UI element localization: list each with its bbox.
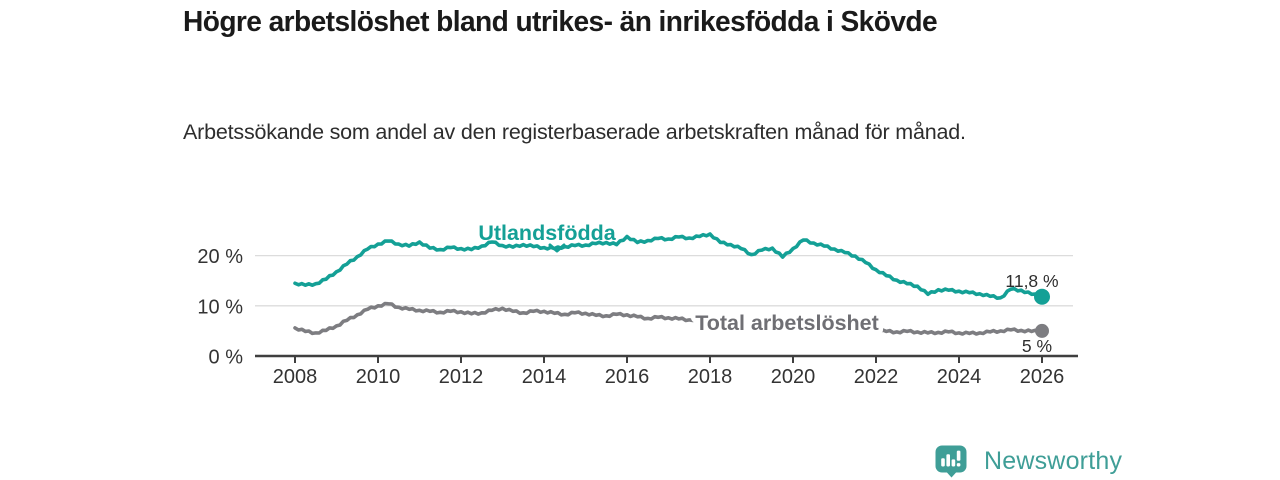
series-end-dot-utlandsfodda — [1034, 288, 1050, 305]
x-tick-label: 2026 — [1020, 366, 1065, 388]
chart-title: Högre arbetslöshet bland utrikes- än inr… — [183, 6, 938, 38]
x-tick-label: 2008 — [273, 366, 318, 388]
newsworthy-branding: Newsworthy — [934, 444, 1122, 478]
y-tick-label: 0 % — [209, 347, 244, 369]
x-tick-label: 2010 — [356, 366, 401, 388]
x-tick-label: 2016 — [605, 366, 650, 388]
newsworthy-logo-text: Newsworthy — [984, 446, 1123, 475]
x-tick-label: 2014 — [522, 366, 567, 388]
series-line-utlandsfodda — [293, 232, 1044, 301]
end-value-label-total: 5 % — [1022, 336, 1052, 356]
end-value-label-utlandsfodda: 11,8 % — [1005, 271, 1058, 291]
series-label-total-arbetsloshet: Total arbetslöshet — [695, 311, 879, 335]
series-end-dot-total — [1035, 323, 1049, 338]
x-tick-label: 2022 — [854, 366, 899, 388]
x-axis: 2008 2010 2012 2014 2016 2018 2020 2022 2024 2026 — [255, 354, 1078, 388]
x-tick-label: 2018 — [688, 366, 733, 388]
x-tick-label: 2020 — [771, 366, 816, 388]
series-label-utlandsfodda: Utlandsfödda — [478, 221, 616, 245]
bar-chart-speech-bubble-icon — [935, 445, 967, 478]
x-tick-label: 2012 — [439, 366, 484, 388]
chevron-down-icon — [548, 243, 566, 253]
y-tick-label: 20 % — [197, 246, 243, 268]
gridlines: 0 % 10 % 20 % — [197, 246, 1073, 369]
chart-series — [293, 232, 1050, 338]
chart-subtitle: Arbetssökande som andel av den registerb… — [183, 120, 966, 144]
y-tick-label: 10 % — [197, 296, 243, 318]
x-tick-label: 2024 — [937, 366, 982, 388]
series-line-total — [293, 301, 1044, 336]
